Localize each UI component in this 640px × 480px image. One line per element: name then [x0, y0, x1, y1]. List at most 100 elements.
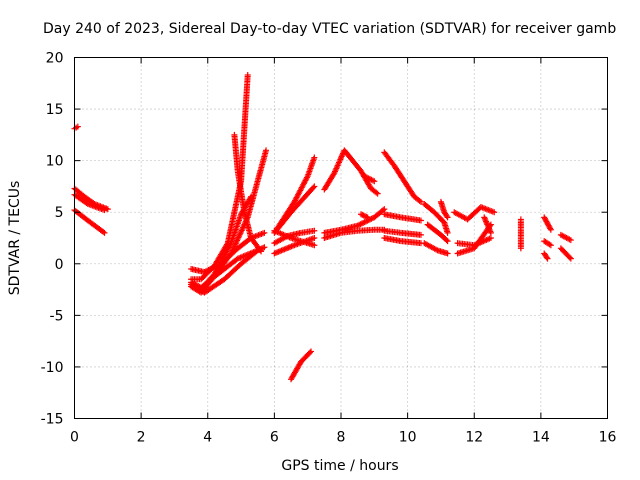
track-h6 — [557, 245, 574, 262]
data-point — [311, 183, 318, 190]
data-point — [417, 231, 424, 238]
data-point — [443, 213, 450, 220]
data-point — [417, 217, 424, 224]
data-point — [311, 154, 318, 161]
track-b6 — [188, 229, 268, 276]
data-point — [310, 184, 317, 191]
data-point — [357, 211, 364, 218]
data-point — [567, 237, 574, 244]
data-point — [212, 263, 219, 270]
data-point — [487, 229, 494, 236]
data-point — [373, 189, 380, 196]
data-point — [215, 262, 222, 269]
data-point — [546, 241, 553, 248]
data-point — [443, 237, 450, 244]
y-tick-label: 5 — [55, 205, 64, 221]
data-point — [258, 248, 265, 255]
track-e3 — [381, 227, 424, 238]
track-e1 — [381, 149, 424, 205]
data-point — [209, 264, 216, 271]
y-tick-label: 20 — [46, 51, 64, 67]
x-tick-label: 10 — [399, 430, 417, 446]
data-point — [356, 221, 363, 228]
data-point — [365, 217, 372, 224]
track-h5 — [557, 231, 574, 244]
data-point — [416, 197, 423, 204]
track-a4 — [71, 207, 108, 236]
data-point — [544, 255, 551, 262]
data-point — [358, 220, 365, 227]
y-tick-label: -10 — [41, 360, 64, 376]
x-tick-label: 2 — [137, 430, 146, 446]
y-tick-label: -5 — [50, 308, 64, 324]
track-h2 — [541, 214, 554, 233]
data-point — [444, 229, 451, 236]
data-point — [311, 227, 318, 234]
track-d4 — [321, 226, 388, 241]
track-b7 — [231, 131, 265, 255]
track-e4 — [381, 235, 424, 247]
data-point — [101, 207, 108, 214]
track-f3 — [421, 240, 451, 257]
track-c6 — [288, 348, 315, 383]
track-g3 — [454, 235, 494, 249]
data-point — [364, 214, 371, 221]
track-a1 — [71, 123, 81, 132]
data-point — [517, 245, 524, 252]
data-point — [74, 123, 81, 130]
data-point — [417, 198, 424, 205]
data-point — [208, 265, 215, 272]
track-c2 — [274, 154, 318, 231]
data-point — [213, 262, 220, 269]
y-axis-label: SDTVAR / TECUs — [7, 181, 23, 296]
x-tick-label: 6 — [270, 430, 279, 446]
data-point — [311, 242, 318, 249]
data-point — [359, 211, 366, 218]
data-point — [444, 250, 451, 257]
data-point — [244, 72, 251, 79]
track-h1 — [517, 216, 524, 252]
y-tick-label: 15 — [46, 102, 64, 118]
data-point — [547, 242, 554, 249]
track-d5 — [361, 173, 378, 185]
data-point — [368, 215, 375, 222]
data-point — [444, 238, 451, 245]
track-c5 — [271, 227, 318, 249]
y-tick-label: 0 — [55, 257, 64, 273]
data-point — [547, 225, 554, 232]
data-point — [204, 267, 211, 274]
track-f1 — [421, 200, 451, 236]
data-point — [444, 214, 451, 221]
x-tick-label: 12 — [465, 430, 483, 446]
data-point — [205, 266, 212, 273]
data-point — [101, 229, 108, 236]
x-tick-label: 4 — [203, 430, 212, 446]
track-d1 — [321, 147, 354, 193]
data-point — [202, 268, 209, 275]
x-tick-label: 16 — [599, 430, 617, 446]
data-point — [261, 229, 268, 236]
chart-title: Day 240 of 2023, Sidereal Day-to-day VTE… — [43, 21, 616, 37]
data-point — [361, 213, 368, 220]
data-point — [211, 264, 218, 271]
data-point — [566, 254, 573, 261]
x-axis-label: GPS time / hours — [281, 458, 398, 474]
data-point — [371, 178, 378, 185]
axis-ticks: 0 2 4 6 8 10 12 14 16 -15 -10 -5 0 5 10 15 20 — [41, 51, 617, 446]
data-point — [357, 221, 364, 228]
track-d6 — [357, 211, 371, 221]
track-h4 — [541, 250, 551, 262]
track-b5 — [188, 147, 270, 296]
data-point — [360, 219, 367, 226]
data-point — [257, 247, 264, 254]
track-g1 — [451, 204, 498, 223]
data-point — [360, 212, 367, 219]
data-point — [363, 213, 370, 220]
data-point — [201, 269, 208, 276]
x-tick-label: 0 — [70, 430, 79, 446]
x-tick-label: 14 — [532, 430, 550, 446]
grid-lines — [74, 57, 608, 419]
data-point — [261, 244, 268, 251]
